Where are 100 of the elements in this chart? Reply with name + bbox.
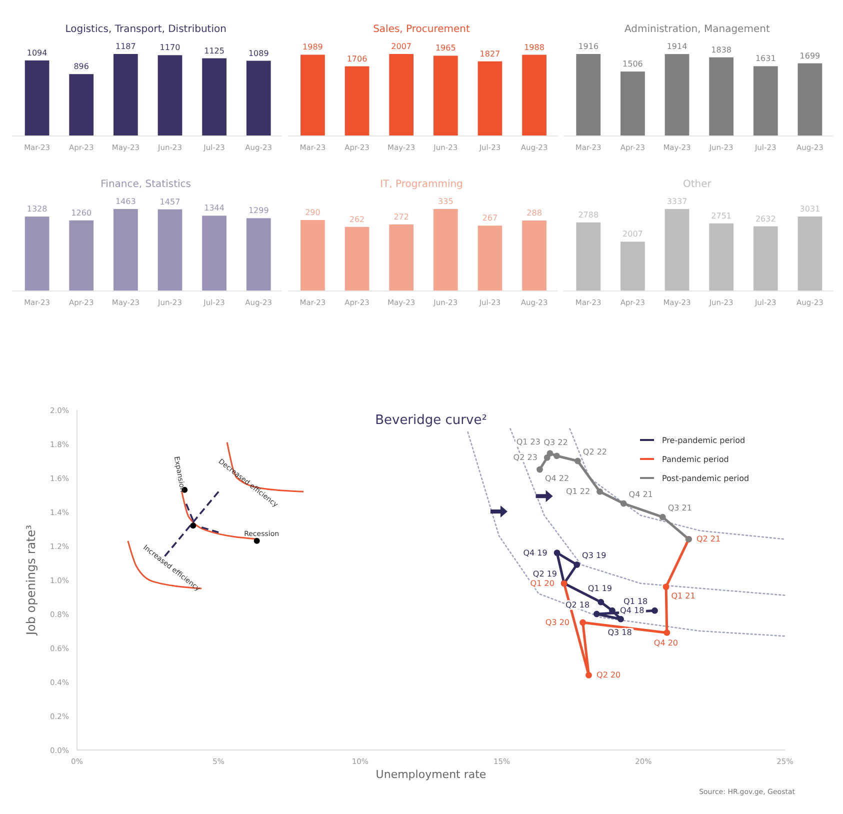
bar bbox=[576, 222, 601, 291]
bar bbox=[753, 226, 778, 291]
bar bbox=[389, 224, 414, 291]
data-label: 1631 bbox=[755, 54, 776, 64]
bar bbox=[113, 54, 138, 136]
data-label: Q4 20 bbox=[654, 638, 678, 648]
y-axis-title: Job openings rate³ bbox=[24, 524, 38, 636]
point bbox=[618, 616, 624, 622]
data-label: Q3 22 bbox=[544, 438, 568, 447]
point bbox=[620, 500, 627, 507]
point bbox=[662, 584, 670, 590]
bar bbox=[433, 209, 458, 291]
bar bbox=[522, 220, 546, 291]
legend-label: Pre-pandemic period bbox=[662, 436, 746, 445]
bar bbox=[478, 226, 502, 291]
bar bbox=[69, 220, 94, 291]
point bbox=[536, 466, 543, 473]
data-label: Q3 18 bbox=[608, 628, 632, 638]
data-label: 3337 bbox=[666, 197, 688, 206]
data-label: Q1 23 bbox=[516, 437, 540, 446]
chart-title: Administration, Management bbox=[624, 24, 770, 35]
bar bbox=[576, 54, 601, 136]
data-label: Q2 20 bbox=[596, 670, 621, 680]
point bbox=[586, 672, 592, 678]
data-label: 1260 bbox=[71, 208, 92, 218]
data-label: Q4 21 bbox=[628, 490, 653, 499]
bar bbox=[246, 218, 271, 291]
bar bbox=[300, 54, 325, 136]
data-label: 1699 bbox=[800, 51, 820, 60]
bar bbox=[202, 58, 226, 136]
data-label: 1914 bbox=[666, 42, 688, 52]
point bbox=[554, 452, 560, 460]
point bbox=[598, 598, 604, 606]
data-label: 2632 bbox=[755, 214, 776, 224]
line-series bbox=[467, 431, 786, 637]
bar bbox=[246, 60, 271, 136]
data-label: Q4 19 bbox=[523, 548, 548, 558]
data-label: Q1 20 bbox=[530, 578, 554, 588]
point bbox=[574, 562, 580, 568]
point bbox=[544, 454, 550, 461]
bar bbox=[709, 57, 734, 136]
bar bbox=[433, 56, 458, 136]
data-label: Q2 23 bbox=[513, 453, 538, 462]
data-label: Q4 18 bbox=[620, 606, 644, 616]
data-label: Q4 22 bbox=[544, 474, 570, 484]
data-label: Q2 22 bbox=[582, 447, 608, 456]
bar bbox=[69, 74, 94, 136]
bar bbox=[158, 55, 182, 136]
data-label: 1506 bbox=[622, 60, 643, 69]
data-label: 1463 bbox=[115, 197, 136, 206]
point bbox=[574, 458, 581, 464]
data-label: Q3 20 bbox=[545, 618, 570, 627]
data-label: 2007 bbox=[391, 42, 412, 51]
data-label: 1344 bbox=[204, 204, 224, 213]
bar bbox=[522, 54, 546, 136]
bar bbox=[798, 216, 822, 291]
data-label: 1089 bbox=[248, 48, 269, 58]
data-label: 1328 bbox=[26, 204, 48, 214]
point bbox=[593, 610, 600, 618]
data-label: 2751 bbox=[711, 211, 732, 220]
chart-title: Logistics, Transport, Distribution bbox=[65, 24, 226, 35]
bar bbox=[113, 209, 138, 291]
data-label: Q1 19 bbox=[588, 584, 612, 594]
data-label: Q2 21 bbox=[696, 534, 721, 544]
x-axis-title: Unemployment rate bbox=[376, 768, 486, 781]
bar bbox=[709, 223, 734, 291]
data-label: Q1 18 bbox=[624, 596, 648, 606]
data-label: 288 bbox=[526, 208, 542, 218]
data-label: 1094 bbox=[26, 48, 48, 58]
data-label: 267 bbox=[482, 214, 498, 223]
data-label: 1706 bbox=[346, 54, 368, 64]
bar bbox=[24, 60, 50, 136]
bar bbox=[664, 54, 690, 136]
data-label: 896 bbox=[74, 62, 90, 72]
point bbox=[596, 488, 603, 495]
data-label: 1916 bbox=[578, 42, 599, 51]
data-label: 262 bbox=[349, 214, 365, 224]
point bbox=[580, 619, 586, 626]
data-label: 335 bbox=[438, 197, 454, 206]
data-label: 1170 bbox=[160, 43, 180, 52]
bar bbox=[478, 61, 502, 136]
data-label: 1457 bbox=[160, 197, 180, 206]
data-label: 1965 bbox=[435, 44, 456, 53]
data-label: 1299 bbox=[248, 206, 269, 216]
bar bbox=[202, 216, 226, 291]
chart-title: Beveridge curve² bbox=[375, 413, 487, 428]
bar bbox=[344, 66, 370, 136]
point bbox=[664, 630, 670, 636]
data-label: Q3 19 bbox=[582, 551, 606, 560]
bar bbox=[620, 72, 645, 136]
data-label: 3031 bbox=[800, 204, 820, 214]
bar bbox=[620, 242, 645, 291]
chart-title: Finance, Statistics bbox=[100, 179, 191, 190]
bar bbox=[798, 63, 822, 136]
data-label: Q1 22 bbox=[566, 487, 590, 496]
data-label: Q2 18 bbox=[565, 600, 590, 610]
chart-title: Other bbox=[682, 179, 712, 190]
data-label: 290 bbox=[305, 208, 320, 218]
data-label: 1187 bbox=[115, 42, 136, 51]
data-label: 1125 bbox=[204, 46, 224, 56]
